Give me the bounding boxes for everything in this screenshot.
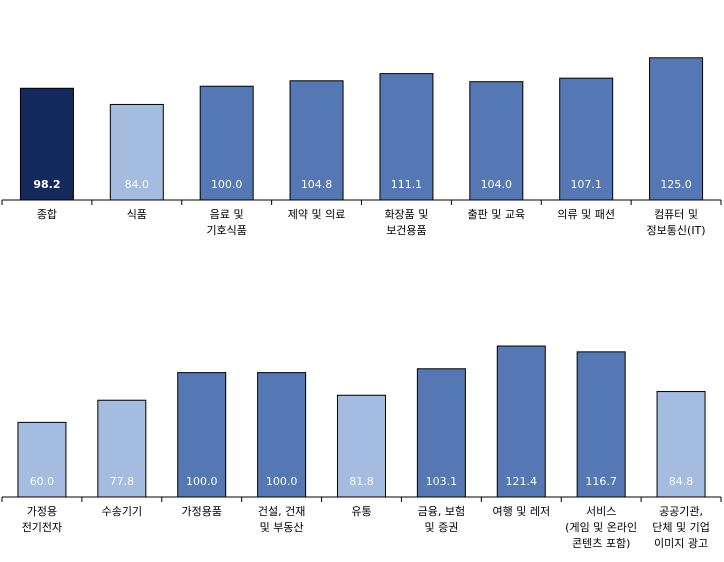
data-label: 100.0 bbox=[211, 178, 243, 191]
bar bbox=[199, 85, 254, 201]
category-label: 식품 bbox=[127, 208, 147, 221]
bar bbox=[416, 368, 466, 498]
category-label-line: 컴퓨터 및 bbox=[654, 208, 698, 221]
category-label-line: 식품 bbox=[127, 208, 147, 221]
data-label: 111.1 bbox=[391, 178, 423, 191]
category-label-line: 서비스 bbox=[586, 505, 616, 518]
category-label-line: 금융, 보험 bbox=[418, 505, 465, 518]
bar bbox=[289, 80, 344, 201]
category-label-line: 출판 및 교육 bbox=[468, 208, 526, 221]
data-label: 77.8 bbox=[110, 475, 135, 488]
category-label: 의류 및 패션 bbox=[557, 208, 615, 221]
bar bbox=[576, 351, 626, 498]
category-label-line: 유통 bbox=[351, 505, 371, 518]
category-label-line: 전기전자 bbox=[22, 521, 62, 534]
bar bbox=[257, 372, 307, 498]
data-label: 104.0 bbox=[481, 178, 513, 191]
data-label: 84.8 bbox=[669, 475, 694, 488]
category-label-line: 기호식품 bbox=[206, 224, 246, 237]
bar bbox=[469, 81, 524, 201]
category-label-line: 가정용품 bbox=[181, 505, 221, 518]
bar bbox=[19, 87, 74, 201]
data-label: 121.4 bbox=[506, 475, 538, 488]
category-label-line: 수송기기 bbox=[102, 505, 142, 518]
bar bbox=[97, 399, 147, 498]
category-label-line: 종합 bbox=[37, 208, 57, 221]
bar bbox=[649, 57, 704, 201]
category-label: 여행 및 레저 bbox=[492, 505, 550, 518]
data-label: 104.8 bbox=[301, 178, 333, 191]
category-label: 제약 및 의료 bbox=[288, 207, 346, 221]
bar bbox=[656, 391, 706, 498]
category-label-line: 화장품 및 bbox=[384, 208, 428, 221]
data-label: 103.1 bbox=[426, 475, 458, 488]
category-label-line: 보건용품 bbox=[386, 224, 426, 237]
bar bbox=[337, 394, 386, 498]
category-label-line: 및 부동산 bbox=[260, 521, 304, 534]
data-label: 125.0 bbox=[660, 178, 692, 191]
category-label-line: 음료 및 bbox=[210, 208, 244, 221]
category-label-line: 및 증권 bbox=[424, 521, 458, 534]
category-label-line: 여행 및 레저 bbox=[492, 505, 550, 518]
data-label: 84.0 bbox=[125, 178, 150, 191]
category-label-line: 정보통신(IT) bbox=[647, 224, 706, 237]
category-label: 수송기기 bbox=[102, 505, 142, 518]
category-label: 종합 bbox=[37, 208, 57, 221]
category-label: 가정용품 bbox=[181, 505, 221, 518]
bar bbox=[496, 345, 546, 498]
bar bbox=[17, 421, 67, 498]
category-label-line: 건설, 건재 bbox=[258, 505, 305, 518]
category-label: 출판 및 교육 bbox=[468, 208, 526, 221]
bar bbox=[109, 103, 164, 201]
category-label-line: 가정용 bbox=[27, 505, 57, 518]
category-label-line: 의류 및 패션 bbox=[557, 208, 615, 221]
bar bbox=[559, 77, 614, 201]
category-label: 유통 bbox=[351, 505, 371, 518]
category-label-line: 단체 및 기업 bbox=[652, 521, 710, 534]
bar bbox=[177, 372, 227, 498]
data-label: 60.0 bbox=[30, 475, 55, 488]
data-label: 98.2 bbox=[33, 178, 60, 191]
data-label: 107.1 bbox=[570, 178, 602, 191]
category-label-line: 콘텐츠 포함) bbox=[572, 537, 630, 550]
category-label-line: 이미지 광고 bbox=[654, 537, 708, 550]
category-label-line: (게임 및 온라인 bbox=[565, 521, 637, 534]
category-label-line: 제약 및 의료 bbox=[288, 207, 346, 221]
category-label-line: 공공기관, bbox=[659, 505, 703, 518]
data-label: 116.7 bbox=[585, 475, 617, 488]
data-label: 81.8 bbox=[349, 475, 374, 488]
data-label: 100.0 bbox=[186, 475, 218, 488]
data-label: 100.0 bbox=[266, 475, 298, 488]
bar bbox=[379, 73, 434, 201]
